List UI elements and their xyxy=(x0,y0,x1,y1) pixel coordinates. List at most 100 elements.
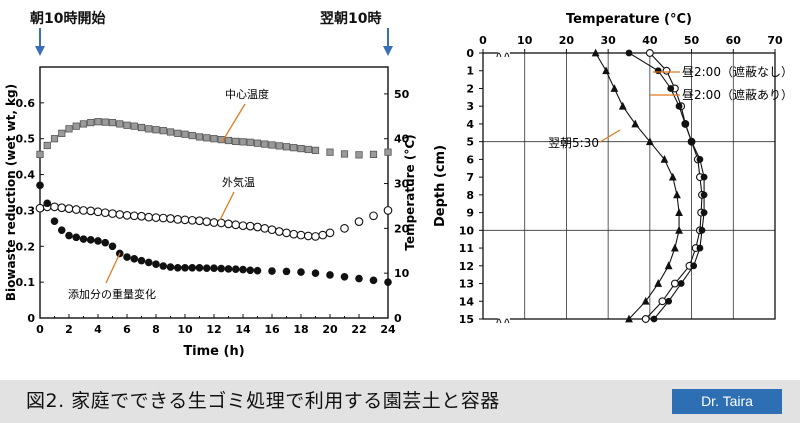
x-tick-label: 20 xyxy=(559,34,575,47)
author-badge: Dr. Taira xyxy=(672,389,782,414)
data-point xyxy=(700,209,708,217)
data-point xyxy=(326,271,334,279)
end-time-label: 翌朝10時 xyxy=(320,11,382,27)
data-point xyxy=(72,233,81,242)
data-point xyxy=(245,221,255,231)
y-tick-label: 13 xyxy=(459,278,474,291)
data-point xyxy=(181,264,189,272)
x-tick-label: 4 xyxy=(94,323,102,336)
data-point xyxy=(144,258,153,267)
data-point xyxy=(667,85,675,92)
data-point xyxy=(57,203,67,213)
data-point xyxy=(700,191,708,199)
y-tick-label: 0.4 xyxy=(16,169,36,182)
data-point xyxy=(210,135,218,143)
y-tick-label: 15 xyxy=(459,313,474,326)
data-point xyxy=(304,145,312,154)
data-point xyxy=(180,215,190,225)
data-point xyxy=(696,156,704,163)
arrow-head xyxy=(383,46,393,56)
y-tick-label: 4 xyxy=(466,118,474,131)
annotation-label: 添加分の重量変化 xyxy=(68,287,156,301)
data-point xyxy=(260,224,270,233)
x-tick-label: 30 xyxy=(600,34,616,47)
data-point xyxy=(181,130,189,138)
data-point xyxy=(58,129,66,137)
data-point xyxy=(210,264,218,272)
x-tick-label: 70 xyxy=(767,34,783,47)
data-point xyxy=(267,225,277,235)
data-point xyxy=(72,122,80,130)
data-point xyxy=(340,224,349,233)
data-point xyxy=(35,203,45,213)
data-point xyxy=(670,279,679,288)
annotation-label: 昼2:00（遮蔽なし） xyxy=(682,64,793,79)
x-tick-label: 10 xyxy=(177,323,193,336)
series-1 xyxy=(35,202,393,241)
data-point xyxy=(36,150,44,159)
data-point xyxy=(369,211,378,221)
data-point xyxy=(261,140,269,148)
data-point xyxy=(65,231,73,240)
data-point xyxy=(108,242,117,251)
data-point xyxy=(202,264,211,272)
data-point xyxy=(86,236,95,244)
data-point xyxy=(290,144,298,152)
data-point xyxy=(355,151,363,159)
x-tick-label: 0 xyxy=(36,323,44,336)
data-point xyxy=(57,226,66,234)
y-tick-label: 2 xyxy=(466,82,474,95)
data-point xyxy=(195,216,204,226)
x-tick-label: 18 xyxy=(293,323,308,336)
annotation-leader xyxy=(105,252,121,284)
data-point xyxy=(224,136,233,145)
data-point xyxy=(282,267,291,276)
data-point xyxy=(253,266,262,275)
data-point xyxy=(369,276,378,285)
data-point xyxy=(144,212,154,222)
y2-tick-label: 10 xyxy=(394,267,410,280)
data-point xyxy=(123,121,131,129)
data-point xyxy=(166,214,175,223)
data-point xyxy=(115,210,125,219)
data-point xyxy=(239,265,247,274)
data-point xyxy=(130,255,139,263)
data-point xyxy=(311,232,320,241)
y-axis-label: Biowaste reduction (wet wt, kg) xyxy=(4,84,18,301)
y2-tick-label: 40 xyxy=(394,133,410,146)
x-tick-label: 60 xyxy=(726,34,742,47)
plot-frame xyxy=(39,66,389,319)
end-arrow-icon xyxy=(383,28,393,56)
data-point xyxy=(43,141,51,150)
data-point xyxy=(383,206,393,215)
x-tick-label: 0 xyxy=(479,34,487,47)
data-point xyxy=(152,260,160,269)
data-point xyxy=(645,137,654,146)
data-point xyxy=(665,297,673,305)
data-point xyxy=(43,199,52,208)
data-point xyxy=(87,118,95,127)
data-point xyxy=(137,123,146,132)
y-tick-label: 12 xyxy=(459,260,474,273)
data-point xyxy=(224,265,233,273)
data-point xyxy=(50,135,59,143)
data-point xyxy=(238,221,248,231)
data-point xyxy=(282,228,291,238)
annotation-label: 昼2:00（遮蔽あり） xyxy=(682,87,793,102)
y-tick-label: 8 xyxy=(466,189,474,202)
axis-break-gap xyxy=(497,315,510,323)
series-line xyxy=(645,52,703,320)
y2-tick-label: 50 xyxy=(394,88,410,101)
data-point xyxy=(86,206,96,216)
data-point xyxy=(268,141,276,149)
data-point xyxy=(297,144,305,153)
y-tick-label: 0.6 xyxy=(16,97,36,110)
x-axis-label: Time (h) xyxy=(183,344,244,359)
data-point xyxy=(116,120,124,128)
data-point xyxy=(681,120,689,128)
data-point xyxy=(108,209,117,218)
data-point xyxy=(166,128,175,136)
data-point xyxy=(610,84,619,92)
figure-caption: 図2. 家庭でできる生ゴミ処理で利用する園芸土と容器 xyxy=(26,390,500,412)
